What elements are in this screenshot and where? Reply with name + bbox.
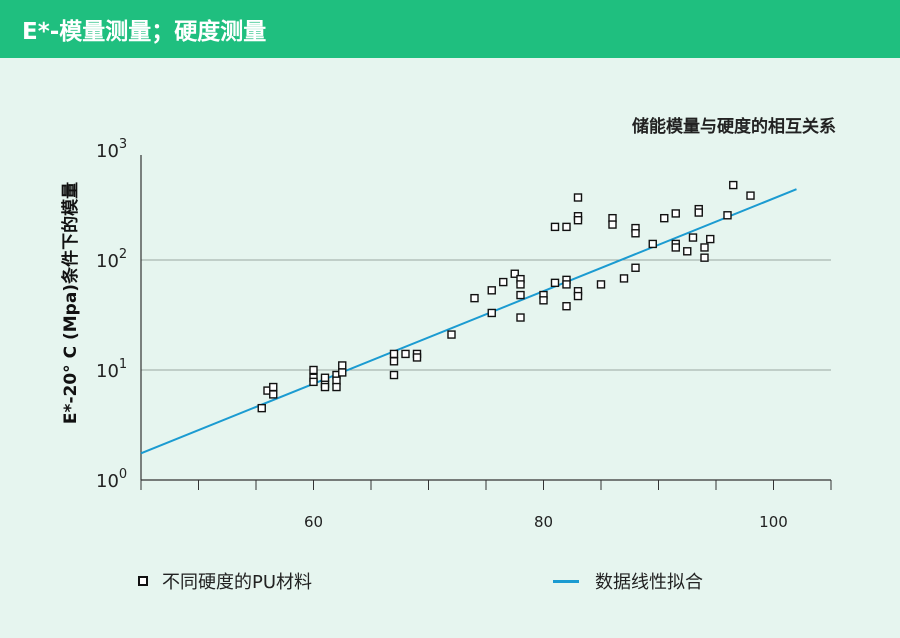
data-point — [619, 274, 629, 283]
data-point — [332, 382, 341, 392]
data-point — [338, 361, 347, 370]
fit-line — [140, 188, 797, 455]
legend-label-fit: 数据线性拟合 — [595, 572, 703, 593]
data-point — [631, 263, 640, 272]
data-point — [447, 330, 456, 339]
chart-title: 储能模量与硬度的相互关系 — [632, 117, 836, 137]
y-axis-label: E*-20° C (Mpa)条件下的模量 — [60, 182, 81, 424]
data-point — [269, 382, 278, 392]
data-point — [573, 291, 583, 301]
data-point — [389, 349, 399, 359]
data-point — [320, 373, 330, 382]
y-tick-label: 103 — [96, 137, 127, 162]
marker-layer — [257, 180, 755, 413]
x-tick-label: 100 — [759, 513, 788, 531]
header-bar: E*-模量测量；硬度测量 — [0, 0, 900, 58]
data-point — [550, 278, 560, 288]
x-tick-label: 60 — [304, 513, 323, 531]
legend-label-materials: 不同硬度的PU材料 — [162, 572, 313, 593]
data-point — [487, 308, 496, 318]
data-point — [723, 211, 732, 220]
data-point — [683, 247, 692, 256]
data-point — [550, 222, 560, 232]
data-point — [631, 229, 640, 238]
x-tick-label: 80 — [534, 513, 553, 531]
data-point — [539, 296, 548, 305]
data-point — [706, 234, 715, 244]
data-point — [470, 293, 479, 303]
data-point — [338, 368, 347, 377]
data-point — [671, 209, 680, 218]
data-point — [562, 222, 571, 232]
square-marker-icon — [138, 576, 148, 586]
data-point — [516, 280, 525, 289]
axes — [140, 155, 832, 490]
data-point — [596, 280, 606, 289]
data-point — [729, 180, 738, 190]
data-point — [309, 365, 318, 375]
data-point — [412, 353, 422, 362]
data-point — [269, 390, 278, 399]
data-point — [510, 269, 519, 278]
data-point — [487, 286, 496, 295]
data-point — [700, 243, 709, 252]
header-title: E*-模量测量；硬度测量 — [22, 19, 267, 45]
data-point — [573, 193, 583, 202]
line-marker-icon — [553, 579, 579, 583]
data-point — [516, 290, 525, 300]
grid-lines — [141, 259, 831, 371]
data-point — [562, 302, 571, 311]
data-point — [257, 403, 266, 413]
legend-markers: 不同硬度的PU材料 — [138, 568, 312, 594]
data-point — [700, 253, 709, 262]
data-point — [648, 239, 657, 249]
legend-fit-line: 数据线性拟合 — [553, 568, 703, 594]
fit-line-layer — [140, 188, 797, 455]
data-point — [401, 349, 410, 359]
data-point — [573, 216, 583, 225]
tick-labels: 60 80 100 100 101 102 103 — [96, 137, 788, 531]
data-point — [320, 382, 330, 392]
data-point — [309, 377, 318, 387]
data-point — [499, 277, 508, 287]
data-point — [688, 233, 698, 242]
y-tick-label: 100 — [96, 467, 127, 492]
data-point — [746, 191, 755, 200]
data-point — [660, 213, 669, 223]
data-point — [671, 243, 680, 252]
y-tick-label: 101 — [96, 357, 127, 382]
y-tick-label: 102 — [96, 247, 127, 272]
data-point — [389, 370, 399, 380]
data-point — [516, 313, 525, 322]
data-point — [694, 208, 703, 217]
data-point — [389, 357, 399, 366]
data-point — [608, 220, 617, 229]
data-point — [562, 280, 571, 289]
